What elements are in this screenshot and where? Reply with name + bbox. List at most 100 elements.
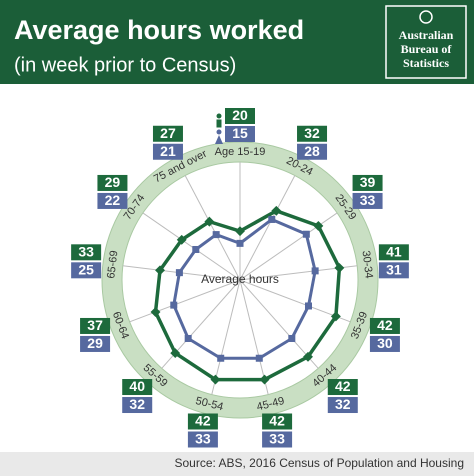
point [330,311,341,322]
chart-title: Average hours worked [14,15,304,45]
value-box [225,108,255,124]
point [259,374,270,385]
value-label: 29 [105,174,121,190]
value-label: 42 [195,413,211,429]
point [303,351,313,362]
value-label: 33 [78,244,94,260]
value-label: 39 [360,174,376,190]
point [313,220,324,231]
point [192,245,200,253]
point [235,226,245,237]
point [155,265,165,276]
female-icon [216,129,222,135]
value-box [378,244,409,261]
value-box [327,397,358,414]
value-box [122,397,153,414]
value-box [80,335,111,352]
logo-text: Bureau of [401,42,453,56]
value-box [262,431,293,448]
spoke [211,279,241,395]
point [212,231,220,239]
value-label: 37 [87,317,103,333]
male-icon [216,113,222,119]
value-box [80,317,111,334]
value-box [152,125,183,142]
value-label: 30 [377,335,393,351]
value-label: 32 [304,125,320,141]
footer-band [0,452,474,476]
point [204,216,215,227]
value-label: 42 [377,317,393,333]
value-box [71,244,102,261]
ring [102,142,378,418]
value-label: 33 [269,431,285,447]
logo-text: Australian [399,28,454,42]
point [236,239,244,247]
value-label: 31 [386,262,402,278]
value-box [97,192,128,209]
point [170,348,181,359]
chart-subtitle: (in week prior to Census) [14,54,236,76]
point [288,334,296,342]
value-box [369,317,400,334]
point [175,269,183,277]
value-box [152,143,183,160]
spoke [239,279,319,369]
point [334,262,345,273]
logo-box [385,5,467,79]
point [150,307,161,317]
value-box [262,413,293,430]
series-line [153,208,342,382]
series-line [172,217,317,360]
value-label: 15 [232,125,248,141]
spoke [239,279,269,395]
value-box [225,126,255,142]
point [302,230,310,238]
radar-plot: Age 15-1920-2425-2930-3435-3940-4445-495… [71,107,409,448]
logo-text: Statistics [403,56,449,70]
value-box [369,335,400,352]
spoke [239,279,351,323]
value-label: 41 [386,244,402,260]
value-label: 25 [78,262,94,278]
value-box [297,143,328,160]
value-label: 29 [87,335,103,351]
value-label: 40 [129,378,145,394]
point [210,374,221,385]
category-label: 30-34 [360,250,375,279]
value-label: 22 [105,192,121,208]
value-box [378,262,409,279]
value-label: 33 [360,192,376,208]
point [176,234,187,245]
category-label: 65-69 [105,250,120,279]
male-icon [216,119,222,128]
point [170,301,178,309]
spoke [239,175,296,281]
value-box [187,431,218,448]
point [217,354,225,362]
point [255,354,263,362]
value-box [297,125,328,142]
value-box [97,174,128,191]
point [304,302,312,310]
center-label: Average hours [201,272,279,286]
point [311,267,319,275]
value-label: 42 [335,378,351,394]
female-icon [215,135,223,144]
value-label: 32 [129,396,145,412]
value-box [352,174,383,191]
spoke [184,175,241,281]
header-band [0,0,474,84]
value-label: 27 [160,125,176,141]
value-label: 20 [232,107,248,123]
value-label: 33 [195,431,211,447]
category-label: Age 15-19 [215,146,266,158]
point [271,205,282,216]
value-label: 42 [269,413,285,429]
spoke [129,279,241,323]
value-label: 21 [160,143,176,159]
value-label: 28 [304,143,320,159]
legend-icons [215,113,223,144]
value-box [71,262,102,279]
